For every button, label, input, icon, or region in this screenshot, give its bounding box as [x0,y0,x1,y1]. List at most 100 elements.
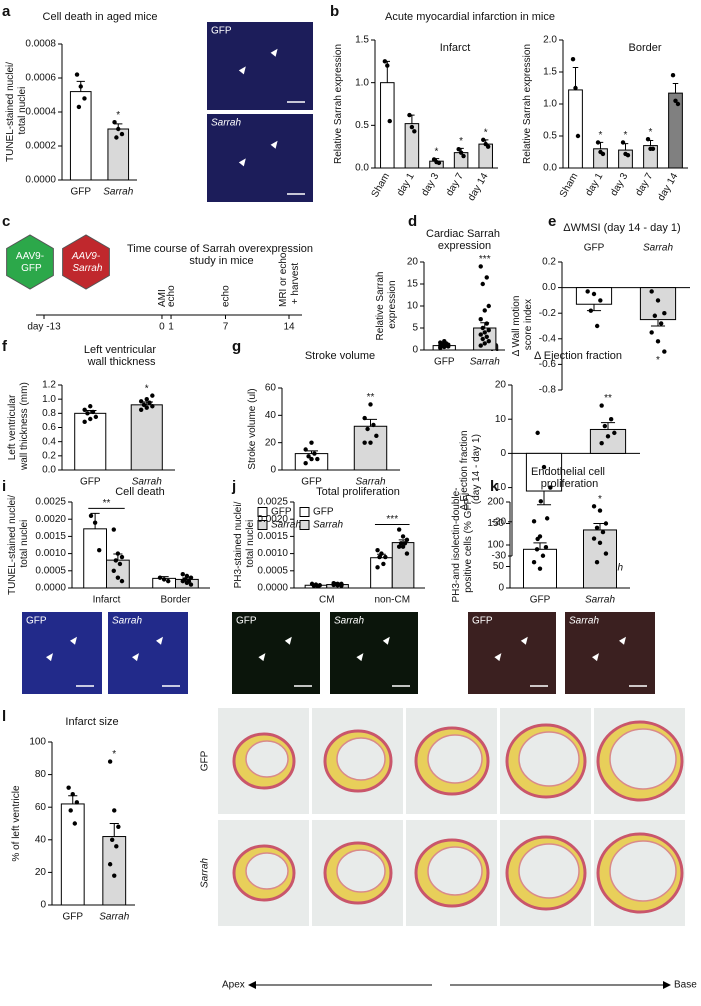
y-tick-label: 20 [35,867,47,878]
bar [60,803,85,906]
panel-letter: l [2,708,6,725]
legend-swatch [257,507,268,517]
micrograph-label: GFP [26,616,47,627]
y-tick-label: 5 [412,323,418,334]
x-tick-label: Sarrah [103,187,133,198]
y-tick-label: 40 [35,834,47,845]
data-point [438,340,443,345]
y-tick-label: 10 [495,414,507,425]
data-point [602,423,608,429]
data-point [573,85,578,91]
data-point [115,575,121,580]
data-point [603,521,609,526]
data-point [595,140,601,145]
legend-label: GFP [271,507,292,518]
data-point [88,404,93,409]
data-point [482,341,487,346]
micrograph-label: Sarrah [112,616,142,627]
data-point [541,464,547,470]
data-point [537,566,543,571]
error-bar [109,823,119,837]
data-point [588,308,594,313]
data-point [385,63,390,68]
y-tick-label: 20 [265,437,277,448]
y-axis-label: Relative Sarrah expression [375,272,398,341]
bar [391,542,415,589]
data-point [598,298,603,303]
chart-title: Stroke volume [305,350,375,362]
y-tick-label: 100 [29,737,46,748]
y-tick-label: 0.0005 [35,565,66,576]
bar [525,452,563,492]
data-point [575,133,581,139]
data-point [484,321,489,326]
chart-title: Infarct size [65,716,118,728]
data-point [478,317,483,322]
y-tick-label: 100 [487,540,504,551]
y-tick-label: -20 [492,516,507,527]
data-point [116,126,121,132]
x-tick-label: day 14 [656,171,681,203]
data-point [111,568,116,573]
panel-letter: f [2,338,8,355]
y-tick-label: -30 [492,551,507,562]
data-point [594,560,600,565]
y-tick-label: 0.0005 [257,565,288,576]
data-point [436,160,442,166]
y-tick-label: 40 [265,410,277,421]
y-tick-label: 15 [407,279,419,290]
data-point [649,289,654,294]
legend-label: GFP [313,507,334,518]
data-point [486,303,491,309]
micrograph [207,22,313,110]
section-lumen [336,849,386,893]
data-point [600,529,606,535]
data-point [531,560,537,565]
data-point [112,120,117,125]
data-point [531,519,537,524]
arrowhead [619,636,626,645]
data-point [591,504,597,509]
micrograph [108,612,188,694]
chart-title: Endothelial cell proliferation [531,466,605,490]
data-point [484,275,489,280]
y-tick-label: 0.0 [542,282,556,293]
y-tick-label: 200 [487,497,504,508]
bar [404,123,420,169]
y-tick-label: 80 [35,769,47,780]
data-point [368,402,373,407]
data-point [537,534,543,539]
micrograph-label: GFP [211,26,232,37]
data-point [184,580,190,586]
y-tick-label: 0.0025 [35,497,66,508]
y-tick-label: 0.0 [355,163,369,174]
data-point [585,289,590,294]
data-point [161,577,167,582]
data-point [486,328,491,333]
data-point [309,456,314,462]
data-point [375,565,380,570]
axis-end: Base [674,980,697,991]
y-tick-label: 0.0010 [35,548,66,559]
significance: * [649,127,653,138]
legend-swatch [257,520,268,530]
y-tick-label: 50 [493,561,505,572]
data-point [662,311,667,316]
data-point [591,291,597,297]
data-point [112,873,117,878]
x-tick-label: Border [160,595,191,606]
data-point [188,575,194,580]
data-point [603,551,609,556]
significance: *** [479,254,491,265]
arrowhead [258,653,266,662]
data-point [82,407,87,412]
x-tick-label: GFP [301,477,322,488]
data-point [82,419,87,425]
micrograph-label: Sarrah [334,616,364,627]
section-lumen [518,843,580,899]
panel-letter: k [490,478,499,495]
data-point [166,578,171,584]
data-point [107,759,113,764]
bar [478,143,493,169]
data-point [478,343,483,348]
